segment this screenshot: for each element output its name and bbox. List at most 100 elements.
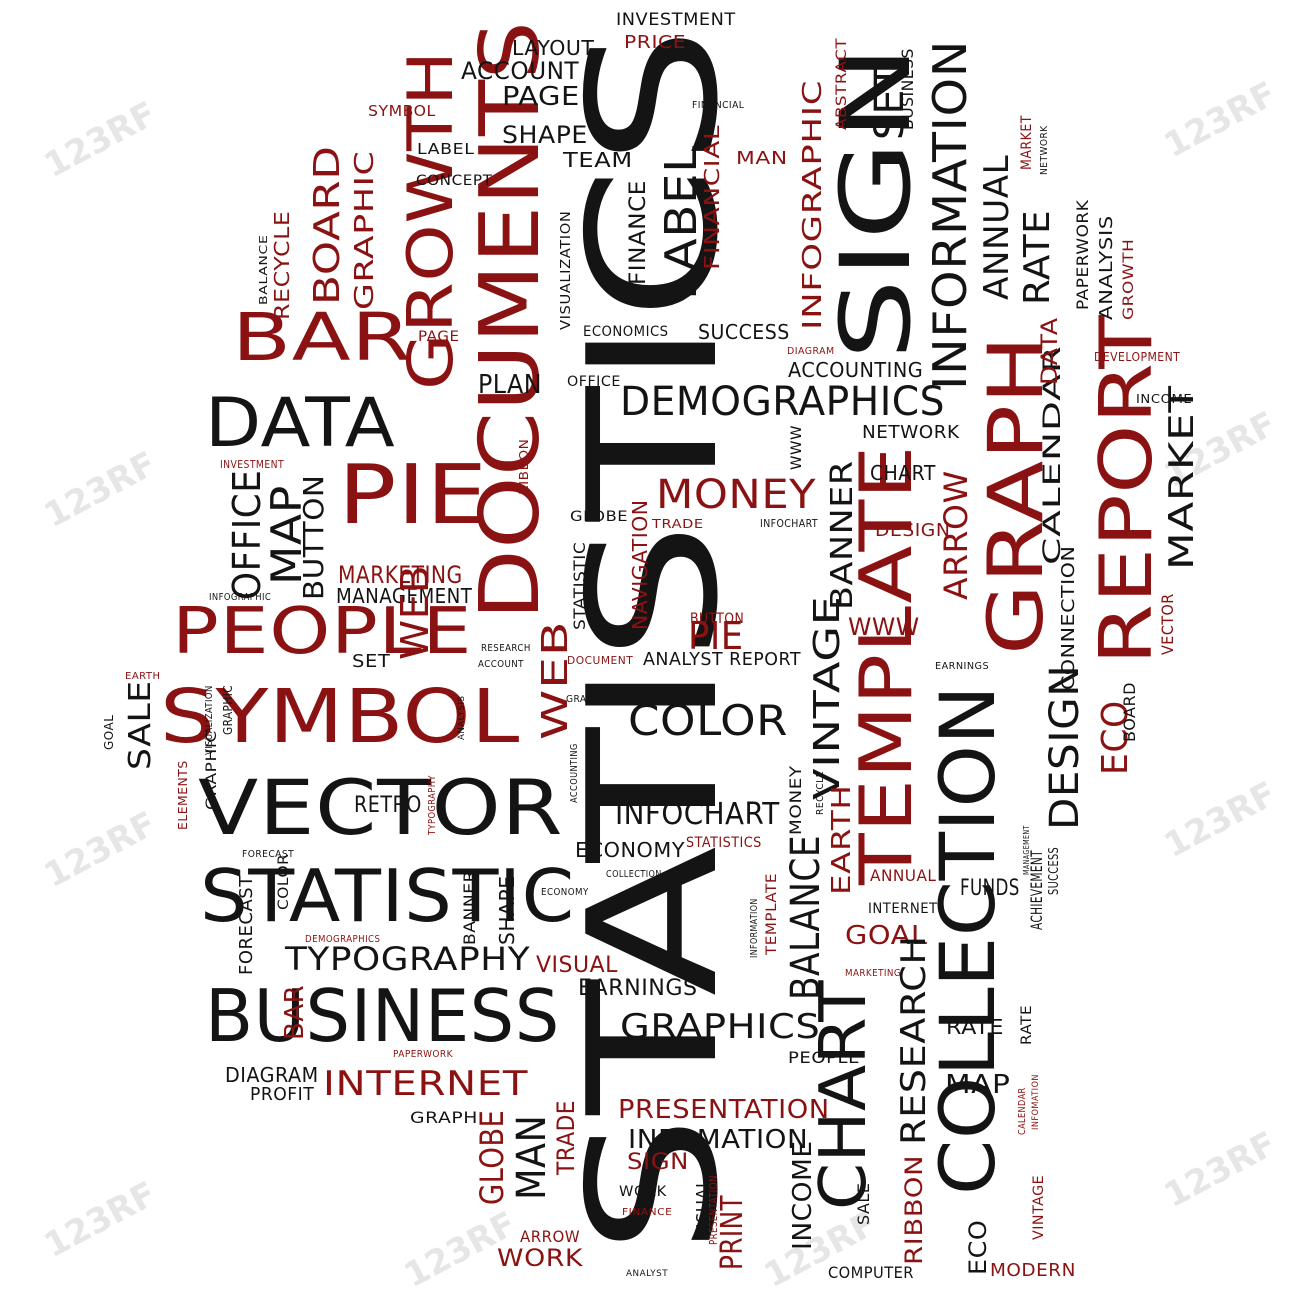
word-development: DEVELOPMENT [1094, 350, 1181, 364]
word-financial-small: FINANCIAL [692, 100, 745, 111]
word-economy-small: ECONOMY [541, 887, 589, 898]
word-graphics-small: GRAPHICS [566, 694, 616, 705]
word-information: INFORMATION [923, 40, 977, 390]
word-print: PRINT [715, 1194, 750, 1270]
word-banner: BANNER [825, 460, 860, 610]
word-finance-small: FINANCE [622, 1207, 673, 1218]
word-board-small: BOARD [1120, 682, 1139, 742]
watermark-logo: 123RF [37, 804, 163, 896]
word-forecast-small: FORECAST [242, 849, 295, 860]
word-ribbon: RIBBON [900, 1154, 928, 1265]
word-forecast: FORECAST [236, 875, 257, 975]
word-page: PAGE [502, 82, 580, 112]
word-button-red: BUTTON [690, 611, 745, 627]
word-report: REPORT [1084, 314, 1168, 665]
word-accounting-small: ACCOUNTING [569, 743, 580, 803]
watermark-logo: 123RF [1157, 774, 1283, 866]
word-vintage-big: VINTAGE [807, 595, 848, 800]
word-rate-top: RATE [1017, 209, 1058, 305]
word-earth-big: EARTH [827, 784, 857, 895]
word-investment-small: INVESTMENT [220, 458, 285, 471]
word-web-mid: WEB [535, 620, 576, 740]
word-shape: SHAPE [502, 121, 588, 149]
word-bar: BAR [232, 299, 412, 376]
word-typography: TYPOGRAPHY [285, 940, 531, 978]
word-infomation: INFOMATION [628, 1125, 809, 1155]
word-success: SUCCESS [698, 320, 790, 344]
word-ribbon-small: RIBBON [517, 438, 531, 495]
word-trade: TRADE [552, 1100, 580, 1175]
word-money-small: MONEY [786, 765, 805, 835]
word-vector: VECTOR [198, 763, 564, 852]
word-growth-small: GROWTH [1121, 238, 1137, 320]
word-pie-mid: PIE [688, 614, 744, 658]
word-retro: RETRO [354, 793, 422, 818]
word-www-small: WWW [789, 424, 805, 470]
word-analysis: ANALYSIS [1096, 215, 1117, 320]
word-globe-small: GLOBE [570, 509, 629, 525]
word-investment: INVESTMENT [616, 10, 736, 30]
word-web-big: WEB [393, 564, 437, 660]
word-economics: ECONOMICS [583, 324, 669, 340]
word-profit: PROFIT [250, 1084, 315, 1105]
word-button: BUTTON [297, 474, 330, 600]
word-map-small: MAP [945, 1070, 1011, 1100]
word-marketing-small: MARKETING [845, 968, 902, 979]
word-paperwork-small: PAPERWORK [393, 1049, 453, 1060]
word-vector-red: VECTOR [1158, 593, 1177, 655]
word-navigation: NAVIGATION [628, 499, 652, 630]
word-business: BUSINESS [205, 974, 560, 1058]
word-people: PEOPLE [172, 595, 473, 669]
word-work-small: WORK [619, 1184, 667, 1200]
word-label-small: LABEL [417, 140, 475, 158]
watermark-logo: 123RF [1157, 1124, 1283, 1216]
word-plan: PLAN [478, 370, 542, 400]
word-account: ACCOUNT [461, 57, 580, 85]
word-recycle-small: RECYCLE [815, 770, 826, 815]
word-bar-small: BAR [280, 984, 310, 1040]
word-color: COLOR [628, 696, 789, 745]
word-research: RESEARCH [894, 935, 934, 1145]
word-graphic-vert: GRAPHIC [204, 730, 220, 810]
word-modern: MODERN [990, 1260, 1076, 1281]
word-earnings: EARNINGS [578, 976, 698, 1001]
word-concept: CONCEPT [416, 173, 493, 189]
word-label-big: LABEL [656, 145, 707, 300]
word-template-small: TEMPLATE [764, 873, 780, 955]
word-annual-red: ANNUAL [870, 866, 937, 885]
word-business-small: BUSINESS [898, 48, 917, 130]
word-symbol-small: SYMBOL [368, 102, 436, 120]
word-research-small: RESEARCH [481, 643, 531, 654]
watermark-logo: 123RF [37, 444, 163, 536]
word-data-red: DATA [1038, 317, 1063, 385]
watermark-logo: 123RF [37, 94, 163, 186]
word-network: NETWORK [862, 422, 960, 443]
watermark-logo: 123RF [1157, 74, 1283, 166]
word-price: PRICE [624, 32, 687, 53]
word-team: TEAM [563, 148, 633, 172]
word-information-small: INFORMATION [749, 898, 760, 958]
word-statistics-red: STATISTICS [686, 835, 762, 851]
word-color-small: COLOR [276, 853, 292, 910]
word-diagram-small: DIAGRAM [787, 346, 835, 357]
word-man-top: MAN [736, 148, 788, 169]
word-goal-small: GOAL [102, 714, 116, 750]
word-management: MANAGEMENT [336, 584, 473, 608]
word-infochart-small: INFOCHART [760, 517, 818, 530]
word-finance: FINANCE [626, 180, 651, 285]
word-success-small: SUCCESS [1047, 846, 1062, 895]
word-sign-small: SIGN [627, 1150, 689, 1175]
word-earnings-small: EARNINGS [935, 661, 990, 672]
word-man: MAN [509, 1114, 555, 1200]
word-people-small: PEOPLE [788, 1048, 861, 1067]
word-demographics-small: DEMOGRAPHICS [305, 934, 381, 945]
word-document-small: DOCUMENT [567, 654, 634, 667]
word-annual: ANNUAL [977, 154, 1017, 300]
word-banner-small: BANNER [460, 869, 479, 945]
word-infographic-small: INFOGRAPHIC [209, 592, 272, 603]
word-chart-small: CHART [870, 461, 936, 485]
word-infomation-small: INFOMATION [1031, 1074, 1041, 1130]
word-balance-big: BALANCE [783, 835, 829, 1000]
word-design-red: DESIGN [875, 520, 951, 541]
